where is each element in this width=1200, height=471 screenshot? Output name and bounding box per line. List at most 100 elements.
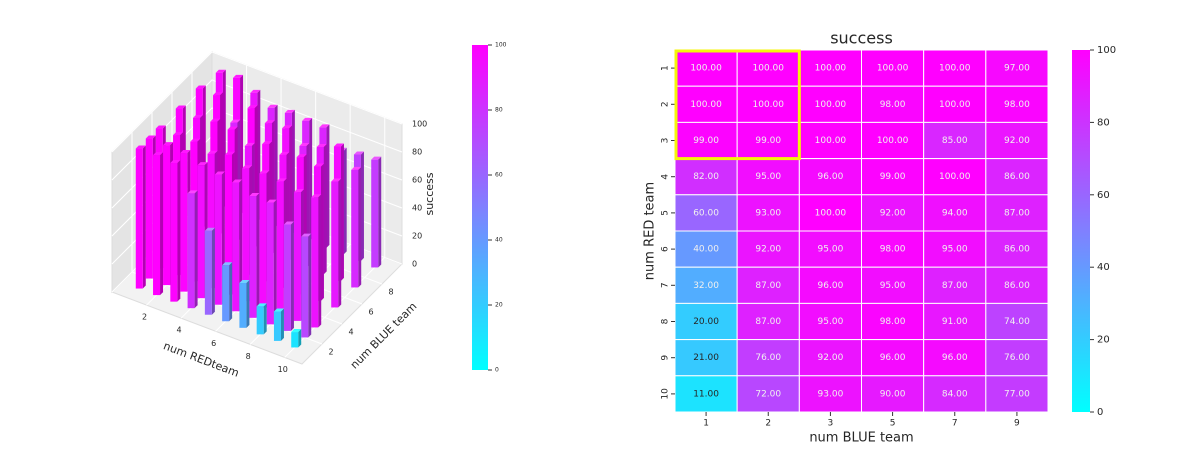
cell-label: 93.00 — [755, 208, 781, 218]
x-tick-label: 9 — [1014, 419, 1020, 429]
cell-label: 72.00 — [755, 389, 781, 399]
z-tick-label: 0 — [412, 260, 417, 269]
bar — [163, 145, 171, 286]
heatmap-cell — [923, 49, 987, 87]
bar-top — [353, 151, 364, 155]
bar-top — [230, 119, 241, 123]
heatmap-cell — [798, 266, 862, 304]
bar-side — [142, 145, 146, 289]
cell-label: 100.00 — [815, 208, 847, 218]
cell-label: 11.00 — [693, 389, 719, 399]
heatmap-cell — [736, 230, 800, 268]
bar-top — [153, 152, 164, 156]
bar-top — [135, 145, 146, 149]
bar-top — [266, 199, 277, 203]
cell-label: 95.00 — [755, 172, 781, 182]
colorbar-tick-label: 40 — [495, 237, 503, 244]
heatmap-cell — [985, 375, 1049, 413]
bar-top — [163, 142, 174, 146]
x-axis-label: num REDteam — [162, 339, 241, 379]
bar-side — [340, 143, 344, 281]
x-tick-label: 6 — [211, 339, 216, 348]
cell-label: 92.00 — [818, 353, 844, 363]
heatmap-cell — [861, 266, 925, 304]
colorbar — [472, 45, 488, 370]
bar-top — [256, 303, 267, 307]
heatmap-cell — [736, 85, 800, 123]
cell-label: 99.00 — [880, 172, 906, 182]
x-tick-label: 8 — [246, 352, 251, 361]
bar-top — [351, 166, 362, 170]
bar-top — [259, 170, 270, 174]
bar-top — [371, 156, 382, 160]
cell-label: 94.00 — [942, 208, 968, 218]
bar-top — [293, 189, 304, 193]
bar-side — [273, 199, 277, 325]
heatmap-cell — [923, 230, 987, 268]
bar-top — [175, 105, 186, 109]
cell-label: 96.00 — [880, 353, 906, 363]
bar-top — [155, 125, 166, 129]
cell-label: 100.00 — [690, 100, 722, 110]
grid-line — [111, 51, 403, 153]
bar-side — [378, 156, 382, 268]
bar-top — [333, 143, 344, 147]
bar — [153, 155, 161, 296]
bar-top — [215, 69, 226, 73]
cell-label: 100.00 — [877, 136, 909, 146]
colorbar-tick-label: 100 — [1097, 45, 1116, 56]
y-tick-label: 7 — [661, 282, 671, 288]
bar-top — [273, 308, 284, 312]
bar-top — [214, 171, 225, 175]
bar-top — [331, 178, 342, 182]
bar-top — [267, 104, 278, 108]
bar-side — [263, 303, 267, 335]
cell-label: 60.00 — [693, 208, 719, 218]
heatmap-cell — [674, 302, 738, 341]
bar-top — [145, 135, 156, 139]
bar-side — [246, 280, 250, 328]
cell-label: 87.00 — [1004, 208, 1030, 218]
cell-label: 86.00 — [1004, 281, 1030, 291]
cell-label: 98.00 — [880, 317, 906, 327]
cell-label: 100.00 — [753, 100, 785, 110]
cell-label: 74.00 — [1004, 317, 1030, 327]
y-axis-label: num RED team — [643, 182, 658, 280]
bar-side — [211, 227, 215, 315]
bar — [232, 182, 240, 312]
cell-label: 96.00 — [942, 353, 968, 363]
heatmap-cell — [861, 49, 925, 87]
bar — [311, 197, 319, 328]
bar-top — [299, 143, 310, 147]
bar — [145, 138, 153, 279]
bar-top — [247, 105, 258, 109]
bar — [135, 148, 143, 289]
cell-label: 86.00 — [1004, 245, 1030, 255]
y-tick-label: 4 — [348, 328, 353, 337]
heatmap-cell — [985, 85, 1049, 123]
cell-label: 77.00 — [1004, 389, 1030, 399]
bar-top — [239, 280, 250, 284]
cell-label: 96.00 — [818, 172, 844, 182]
bar-top — [291, 329, 302, 333]
bar-side — [160, 152, 164, 296]
z-axis-label: success — [423, 172, 436, 215]
cell-label: 21.00 — [693, 353, 719, 363]
bar-top — [250, 89, 261, 93]
cell-label: 100.00 — [815, 100, 847, 110]
bar — [204, 230, 212, 315]
y-tick-label: 6 — [368, 308, 373, 317]
cell-label: 92.00 — [880, 208, 906, 218]
colorbar — [1072, 50, 1090, 412]
bar-top — [222, 262, 233, 266]
bar-top — [283, 221, 294, 225]
colorbar-tick-label: 80 — [495, 107, 503, 114]
heatmap-cell — [861, 302, 925, 341]
bar-side — [320, 163, 324, 301]
cell-label: 100.00 — [815, 136, 847, 146]
cell-label: 98.00 — [1004, 100, 1030, 110]
bar-side — [177, 160, 181, 302]
z-tick-label: 100 — [412, 120, 427, 129]
y-tick-label: 1 — [661, 65, 671, 71]
bar — [351, 169, 359, 288]
